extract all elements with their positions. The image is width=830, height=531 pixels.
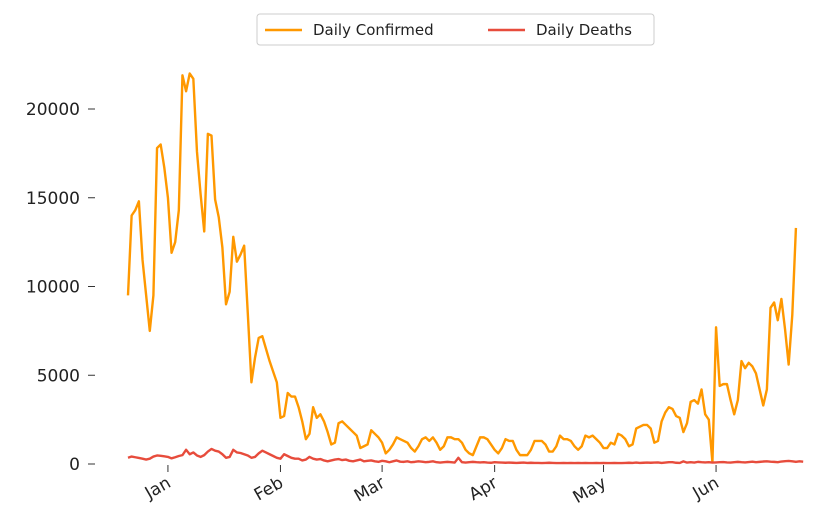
legend-label-0: Daily Confirmed [313, 21, 434, 39]
y-tick-label-3: 15000 [26, 189, 80, 209]
y-tick-label-4: 20000 [26, 100, 80, 120]
x-tick-label-2: Mar [351, 473, 389, 506]
x-tick-label-1: Feb [251, 473, 287, 505]
series-line-1 [127, 447, 804, 465]
x-tick-label-4: May [570, 473, 610, 508]
legend-box [256, 13, 655, 46]
legend-label-1: Daily Deaths [536, 21, 632, 39]
plot-area [126, 72, 804, 465]
y-tick-label-1: 5000 [37, 366, 80, 386]
x-tick-label-3: Apr [466, 473, 501, 505]
series-line-0 [126, 72, 798, 464]
x-tick-label-0: Jan [141, 473, 175, 504]
y-tick-label-0: 0 [69, 455, 80, 475]
legend: Daily Confirmed Daily Deaths [256, 13, 655, 46]
y-axis: 0 5000 10000 15000 20000 [26, 100, 95, 475]
y-tick-label-2: 10000 [26, 278, 80, 298]
x-tick-label-5: Jun [689, 473, 723, 504]
x-axis: Jan Feb Mar Apr May Jun [141, 465, 723, 508]
